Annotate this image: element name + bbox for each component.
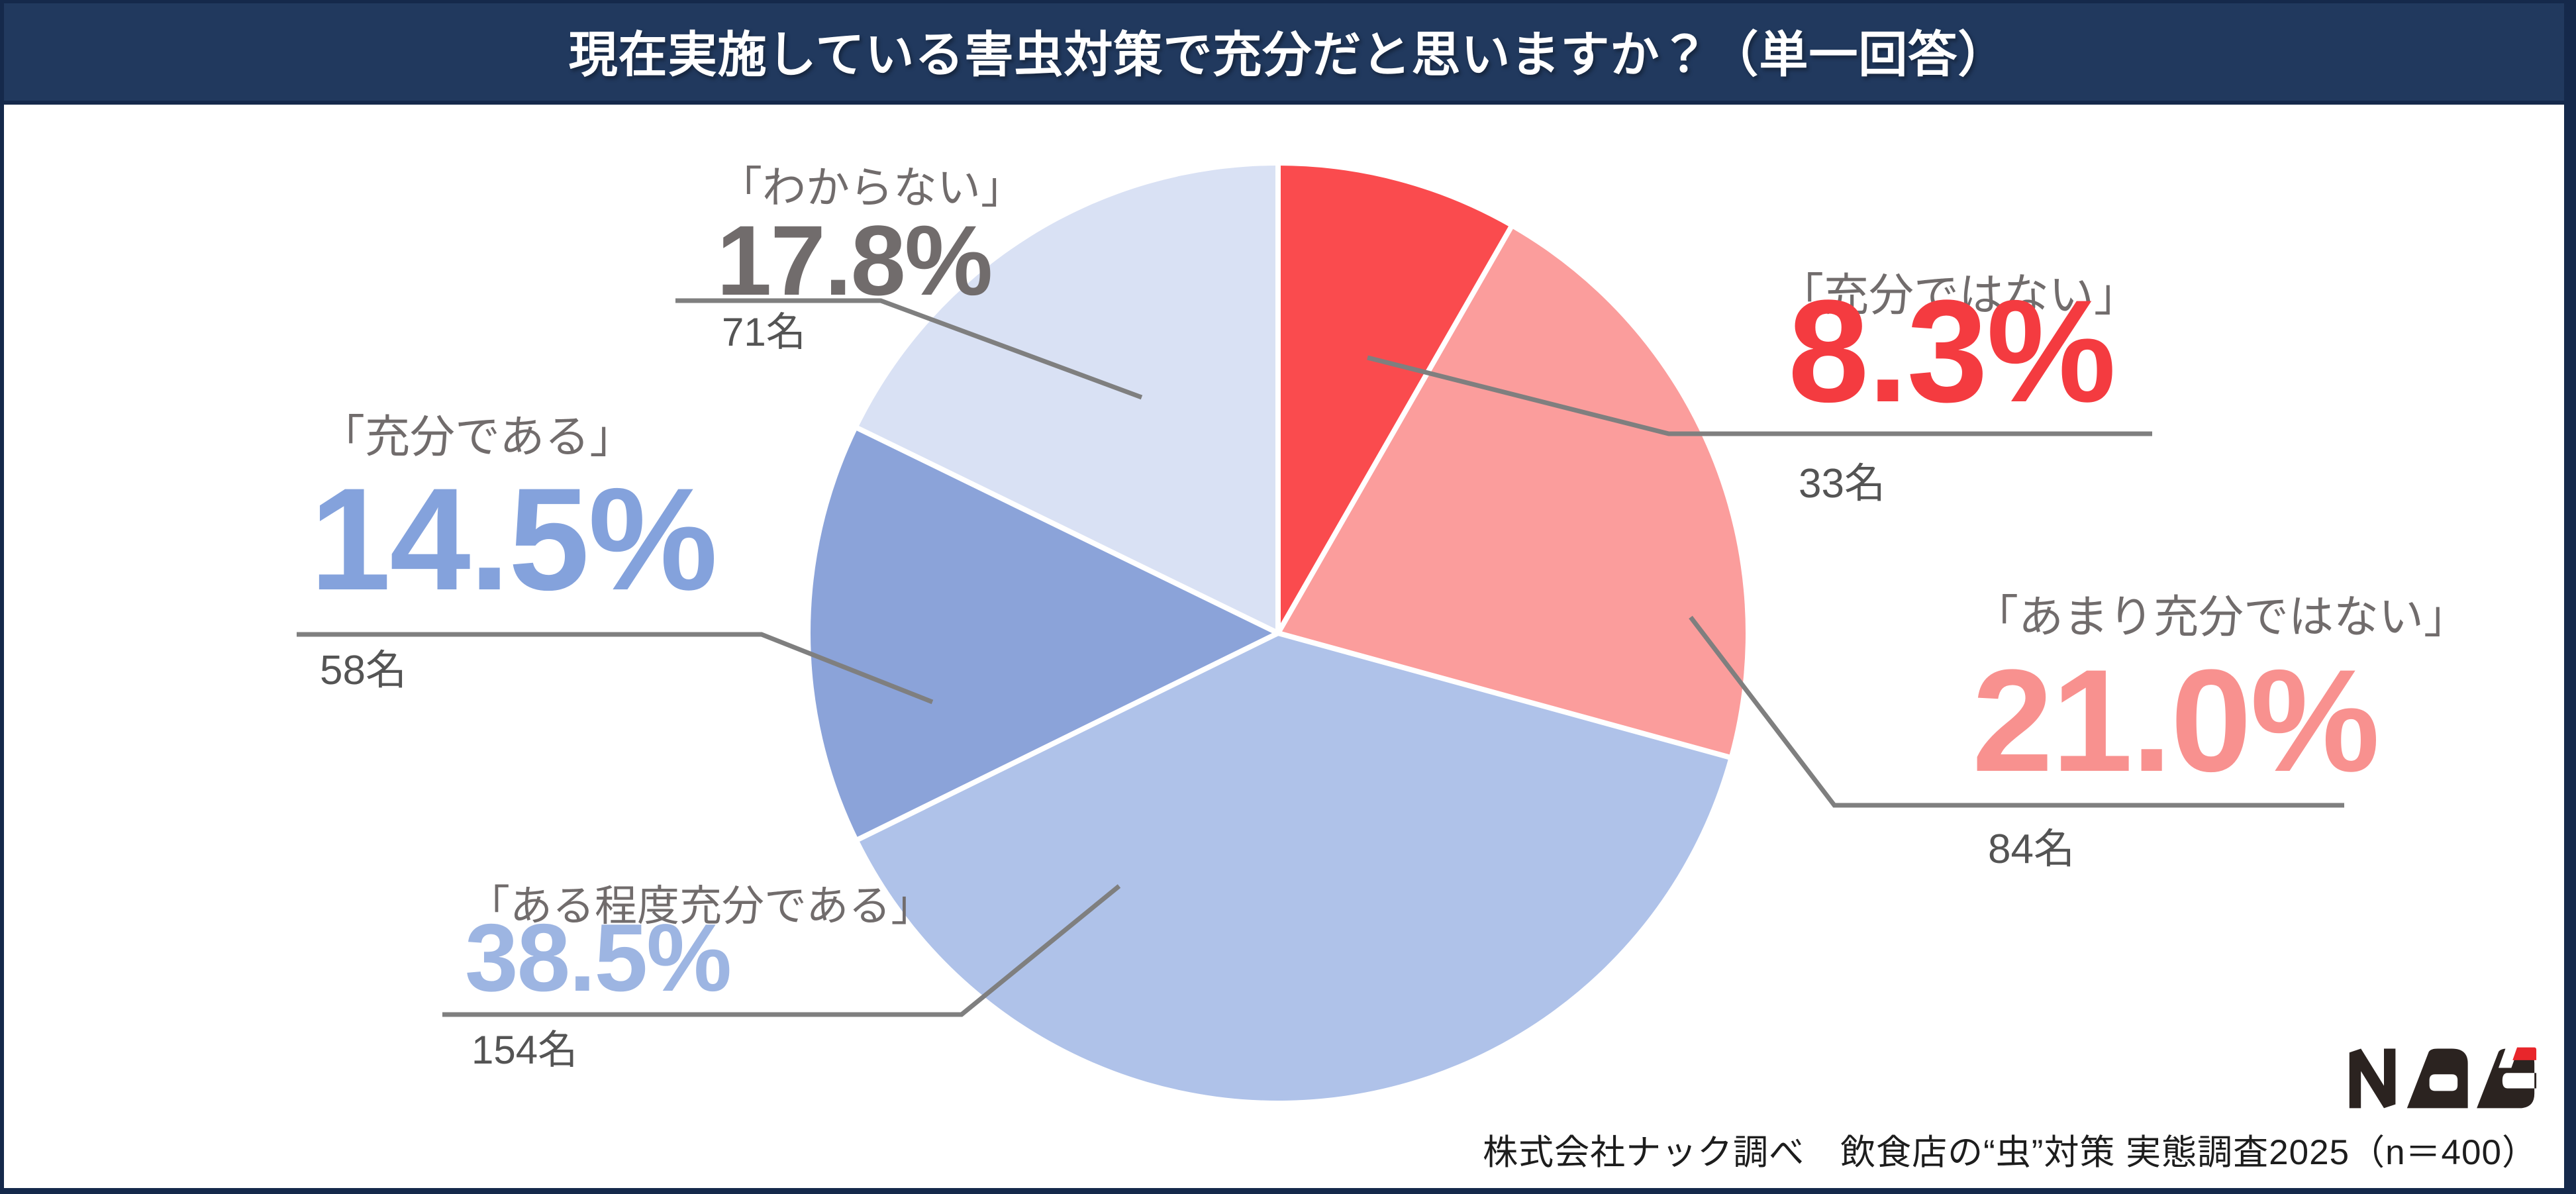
- slice-percent-amari: 21.0%: [1972, 639, 2380, 802]
- slice-label-aruteido: 「ある程度充分である」: [468, 882, 934, 930]
- nac-logo-letters: [2349, 1045, 2537, 1109]
- slice-count-aruteido: 154名: [471, 1028, 578, 1072]
- leader-amari: [1689, 615, 2344, 808]
- source-credit: 株式会社ナック調べ 飲食店の“虫”対策 実態調査2025（n＝400）: [1483, 1133, 2538, 1172]
- frame-border-top: [0, 0, 2576, 3]
- slice-count-wakaranai: 71名: [722, 310, 806, 354]
- slice-label-wakaranai: 「わからない」: [718, 163, 1024, 212]
- slice-percent-juubun-dearu: 14.5%: [310, 458, 718, 621]
- slice-percent-juubun-dewanai: 8.3%: [1788, 270, 2116, 432]
- pie-slice-2: [1278, 227, 1746, 758]
- frame-border-right: [2564, 0, 2576, 1194]
- header-bar: 現在実施している害虫対策で充分だと思いますか？（単一回答）: [0, 0, 2576, 105]
- slice-percent-aruteido: 38.5%: [465, 904, 732, 1011]
- pie-slice-3: [858, 633, 1729, 1101]
- frame-border-left: [0, 0, 4, 1194]
- slice-label-juubun-dewanai: 「充分ではない」: [1779, 270, 2140, 321]
- leader-juubun-dewanai: [1367, 355, 2152, 436]
- slice-label-juubun-dearu: 「充分である」: [320, 412, 635, 462]
- slice-gap: [1277, 630, 1731, 760]
- nac-logo: [2349, 1045, 2537, 1109]
- pie-slice-4: [811, 428, 1278, 840]
- slice-gap: [856, 630, 1279, 842]
- pie-slice-5: [858, 166, 1278, 633]
- leader-juubun-dearu: [297, 632, 934, 705]
- slice-label-amari: 「あまり充分ではない」: [1973, 592, 2469, 642]
- slice-gap: [1275, 224, 1514, 634]
- slice-count-juubun-dewanai: 33名: [1799, 461, 1885, 507]
- leader-wakaranai: [675, 298, 1143, 400]
- leader-aruteido: [442, 884, 1121, 1017]
- slice-gap: [855, 425, 1279, 636]
- page-title: 現在実施している害虫対策で充分だと思いますか？（単一回答）: [568, 26, 2008, 82]
- pie-slice-1: [1278, 166, 1511, 633]
- slice-count-juubun-dearu: 58名: [320, 648, 407, 693]
- slice-count-amari: 84名: [1988, 826, 2075, 872]
- slice-percent-wakaranai: 17.8%: [717, 205, 993, 316]
- frame-border-bottom: [0, 1188, 2576, 1194]
